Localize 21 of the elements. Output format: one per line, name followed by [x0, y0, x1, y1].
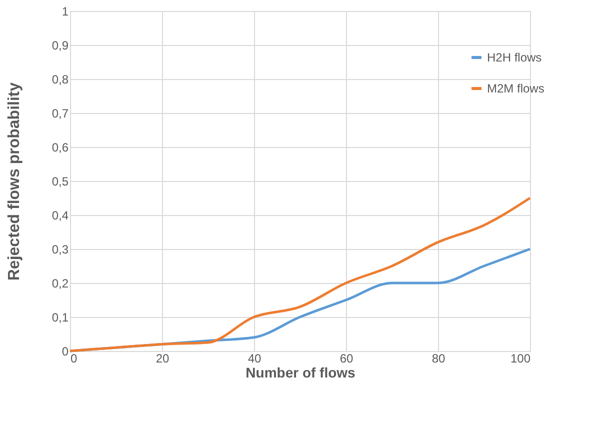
- y-axis-title: Rejected flows probability: [6, 82, 23, 281]
- y-tick-label: 0,7: [52, 106, 69, 120]
- y-tick-label: 0,6: [52, 140, 69, 154]
- y-tick-label: 0,8: [52, 72, 69, 86]
- y-tick-label: 0,2: [52, 276, 69, 290]
- x-tick-label: 20: [156, 352, 170, 366]
- y-tick-label: 0,5: [52, 174, 69, 188]
- x-axis-title: Number of flows: [246, 364, 356, 380]
- x-tick-label: 60: [340, 352, 354, 366]
- line-series: [68, 196, 532, 352]
- y-tick-label: 0,1: [52, 310, 69, 324]
- x-tick-label: 40: [248, 352, 262, 366]
- y-tick-label: 0,4: [52, 208, 69, 222]
- y-tick-label: 1: [62, 4, 69, 18]
- y-tick-label: 0,9: [52, 38, 69, 52]
- x-tick-label: 80: [432, 352, 446, 366]
- x-tick-label: 0: [70, 352, 78, 366]
- x-tick-label: 100: [510, 352, 531, 366]
- y-tick-label: 0,3: [52, 242, 69, 256]
- legend-label: H2H flows: [487, 50, 542, 64]
- legend-label: M2M flows: [487, 82, 544, 96]
